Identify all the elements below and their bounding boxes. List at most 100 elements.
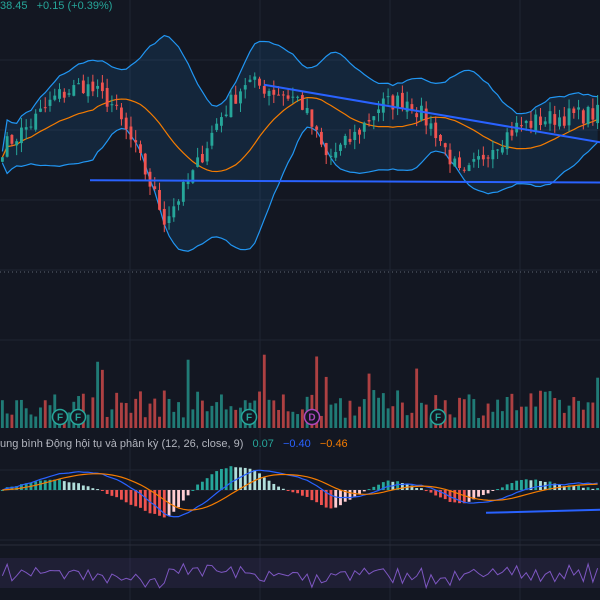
candle — [158, 189, 161, 210]
macd-histogram-bar — [472, 490, 476, 500]
macd-histogram-bar — [243, 467, 247, 490]
candle — [529, 120, 533, 128]
macd-histogram-bar — [234, 467, 238, 490]
candle — [348, 138, 352, 142]
macd-histogram-bar — [329, 490, 333, 509]
volume-bar — [177, 402, 180, 428]
candle — [467, 165, 471, 171]
event-marker-label: D — [308, 413, 315, 424]
candle — [58, 89, 61, 99]
macd-histogram-bar — [491, 490, 495, 491]
macd-histogram-bar — [377, 484, 380, 490]
volume-bar — [553, 398, 557, 428]
volume-bar — [110, 409, 114, 428]
volume-bar — [96, 361, 100, 428]
macd-histogram-bar — [591, 488, 595, 490]
candle — [372, 116, 376, 121]
volume-bar — [134, 398, 138, 428]
macd-histogram-bar — [39, 480, 42, 490]
macd-histogram-bar — [567, 485, 571, 490]
candle — [410, 104, 414, 111]
volume-bar — [300, 409, 304, 428]
event-marker-label: F — [246, 413, 252, 424]
macd-histogram-bar — [577, 485, 580, 490]
volume-bar — [200, 400, 204, 428]
macd-histogram-bar — [367, 489, 371, 491]
macd-histogram-bar — [0, 490, 4, 491]
macd-histogram-bar — [510, 483, 514, 490]
event-marker-label: F — [75, 413, 81, 424]
volume-bar — [186, 359, 190, 428]
volume-bar — [10, 414, 14, 428]
candle — [200, 153, 204, 163]
volume-bar — [286, 411, 290, 428]
candle — [596, 104, 600, 124]
candle — [491, 149, 495, 160]
volume-bar — [339, 398, 342, 428]
volume-bar — [196, 391, 200, 428]
volume-bar — [562, 412, 566, 428]
event-marker-label: F — [435, 413, 441, 424]
macd-histogram-bar — [291, 490, 295, 493]
candle — [0, 157, 4, 162]
event-marker — [240, 408, 258, 426]
candle — [291, 96, 295, 98]
macd-line — [2, 469, 598, 518]
volume-bar — [224, 409, 228, 428]
candle — [572, 108, 576, 114]
macd-histogram-bar — [134, 490, 138, 507]
candle — [277, 94, 280, 96]
candle — [162, 208, 166, 225]
candle — [334, 152, 338, 158]
volume-bar — [539, 390, 542, 428]
macd-histogram-bar — [162, 490, 166, 518]
candle — [229, 94, 233, 118]
candle — [486, 157, 490, 159]
candle — [48, 99, 52, 106]
candle — [343, 135, 347, 146]
volume-bar — [481, 415, 485, 428]
volume-bar — [462, 399, 466, 428]
candle — [5, 136, 9, 157]
bollinger-fill — [2, 35, 598, 252]
volume-bar — [386, 408, 390, 428]
volume-bar — [148, 403, 152, 428]
volume-bar — [515, 410, 519, 428]
macd-histogram-bar — [520, 480, 523, 490]
candle — [124, 117, 128, 130]
volume-bar — [572, 397, 576, 428]
candle — [258, 78, 261, 86]
candle — [248, 79, 252, 83]
candle — [139, 144, 142, 154]
volume-bar — [115, 392, 119, 428]
macd-histogram-bar — [262, 477, 266, 490]
candle — [496, 149, 500, 151]
volume-bar — [472, 399, 476, 428]
candle — [262, 86, 266, 94]
candle — [81, 80, 85, 94]
last-price: 38.45 — [0, 0, 28, 12]
macd-histogram-bar — [553, 483, 557, 490]
volume-bar — [520, 406, 523, 428]
macd-histogram-bar — [500, 487, 504, 490]
volume-bar — [191, 409, 195, 428]
candle — [148, 171, 152, 187]
candle — [386, 96, 390, 98]
macd-histogram-bar — [324, 490, 328, 508]
volume-bar — [296, 414, 300, 428]
volume-bar — [424, 404, 428, 428]
volume-bar — [105, 416, 109, 428]
candle — [315, 126, 319, 130]
candle — [34, 113, 38, 130]
candle — [353, 131, 357, 141]
candle — [505, 132, 509, 150]
macd-histogram-bar — [381, 482, 385, 490]
candle — [253, 76, 257, 80]
macd-histogram-bar — [91, 488, 95, 490]
candle — [20, 127, 23, 144]
macd-histogram-bar — [239, 467, 242, 490]
macd-histogram-bar — [448, 490, 452, 502]
volume-bar — [500, 411, 504, 428]
